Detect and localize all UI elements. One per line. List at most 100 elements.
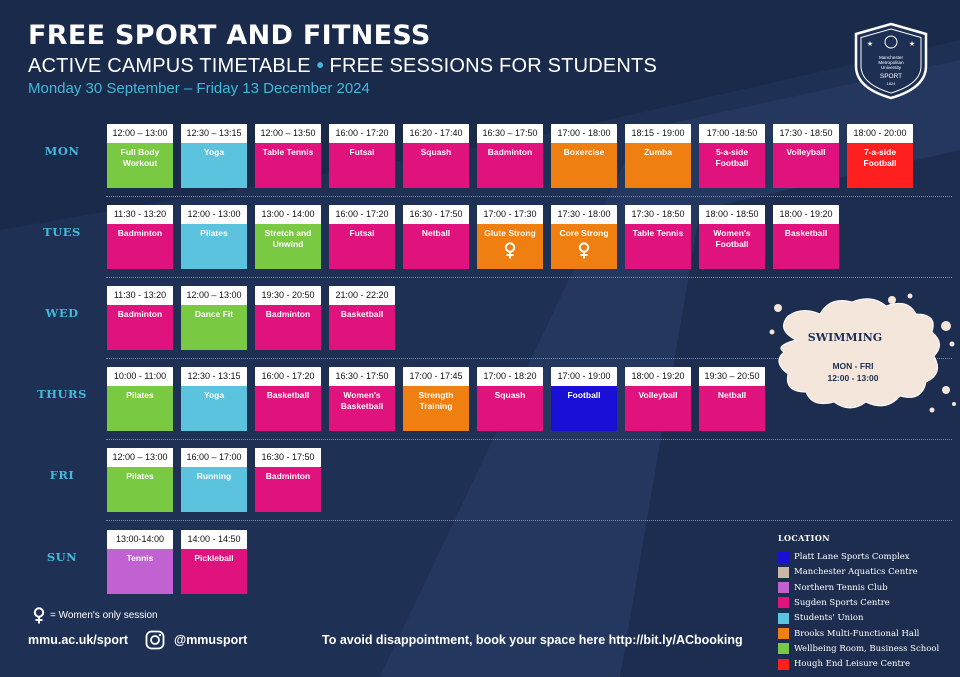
session-card[interactable]: 13:00 - 14:00 Stretch and Unwind (255, 205, 321, 269)
session-body: Women's Basketball (329, 386, 395, 431)
session-card[interactable]: 12:30 – 13:15 Yoga (181, 124, 247, 188)
day-label: THURS (37, 387, 87, 401)
session-time: 16:30 – 17:50 (477, 124, 543, 143)
session-time: 16:30 - 17:50 (403, 205, 469, 224)
row-divider (106, 439, 952, 440)
instagram-icon[interactable] (145, 630, 165, 650)
session-body: Squash (403, 143, 469, 188)
session-card[interactable]: 17:00 - 19:00 Football (551, 367, 617, 431)
instagram-handle[interactable]: @mmusport (174, 633, 248, 647)
session-time: 14:00 - 14:50 (181, 530, 247, 549)
session-name: Glute Strong (484, 228, 536, 238)
legend-item: Students' Union (778, 612, 863, 624)
session-card[interactable]: 10:00 - 11:00 Pilates (107, 367, 173, 431)
session-time: 12:00 – 13:00 (181, 286, 247, 305)
mmu-sport-logo: ★ ★ Manchester Metropolitan University S… (854, 22, 928, 100)
session-card[interactable]: 18:00 - 18:50 Women's Football (699, 205, 765, 269)
session-body: Boxercise (551, 143, 617, 188)
session-card[interactable]: 17:30 - 18:50 Table Tennis (625, 205, 691, 269)
session-body: Squash (477, 386, 543, 431)
session-card[interactable]: 12:00 - 13:00 Pilates (181, 205, 247, 269)
session-time: 18:15 - 19:00 (625, 124, 691, 143)
session-card[interactable]: 14:00 - 14:50 Pickleball (181, 530, 247, 594)
session-body: Futsal (329, 224, 395, 269)
session-card[interactable]: 16:00 - 17:20 Futsal (329, 124, 395, 188)
session-body: Yoga (181, 386, 247, 431)
session-card[interactable]: 12:00 – 13:00 Dance Fit (181, 286, 247, 350)
session-name: Volleyball (786, 147, 826, 157)
session-card[interactable]: 18:00 - 19:20 Volleyball (625, 367, 691, 431)
session-card[interactable]: 16:30 - 17:50 Badminton (255, 448, 321, 512)
session-card[interactable]: 18:00 - 20:00 7-a-side Football (847, 124, 913, 188)
session-body: Football (551, 386, 617, 431)
legend-swatch (778, 612, 789, 624)
day-label: SUN (46, 550, 78, 564)
session-card[interactable]: 16:00 - 17:20 Futsal (329, 205, 395, 269)
session-name: Women's Football (713, 228, 751, 249)
session-time: 17:00 - 18:00 (551, 124, 617, 143)
session-time: 16:30 - 17:50 (329, 367, 395, 386)
session-name: Table Tennis (262, 147, 314, 157)
session-card[interactable]: 16:00 - 17:20 Basketball (255, 367, 321, 431)
session-name: Yoga (203, 147, 225, 157)
website-link[interactable]: mmu.ac.uk/sport (28, 633, 129, 647)
session-card[interactable]: 19:30 - 20:50 Badminton (255, 286, 321, 350)
session-name: Tennis (126, 553, 154, 563)
session-card[interactable]: 12:30 - 13:15 Yoga (181, 367, 247, 431)
session-body: Badminton (107, 224, 173, 269)
session-card[interactable]: 16:00 – 17:00 Running (181, 448, 247, 512)
session-card[interactable]: 12:00 – 13:50 Table Tennis (255, 124, 321, 188)
session-body: Pilates (181, 224, 247, 269)
session-card[interactable]: 19:30 – 20:50 Netball (699, 367, 765, 431)
session-card[interactable]: 12:00 – 13:00 Full Body Workout (107, 124, 173, 188)
session-card[interactable]: 16:20 - 17:40 Squash (403, 124, 469, 188)
session-card[interactable]: 17:30 - 18:50 Volleyball (773, 124, 839, 188)
session-time: 19:30 - 20:50 (255, 286, 321, 305)
session-body: Pilates (107, 386, 173, 431)
session-name: Football (567, 390, 601, 400)
session-card[interactable]: 12:00 – 13:00 Pilates (107, 448, 173, 512)
swimming-days: MON - FRI (832, 361, 874, 371)
legend-label: Northern Tennis Club (794, 582, 888, 593)
session-card[interactable]: 17:00 - 18:20 Squash (477, 367, 543, 431)
session-card[interactable]: 17:00 - 18:00 Boxercise (551, 124, 617, 188)
session-body: Running (181, 467, 247, 512)
page-title: FREE SPORT AND FITNESS (28, 20, 431, 51)
session-card[interactable]: 17:00 -18:50 5-a-side Football (699, 124, 765, 188)
svg-text:University: University (881, 65, 902, 70)
day-label: FRI (49, 468, 75, 482)
session-body: Netball (699, 386, 765, 431)
booking-link[interactable]: To avoid disappointment, book your space… (322, 633, 743, 647)
session-card[interactable]: 16:30 – 17:50 Badminton (477, 124, 543, 188)
session-name: Dance Fit (194, 309, 234, 319)
session-body: Glute Strong (477, 224, 543, 269)
session-card[interactable]: 17:00 - 17:30 Glute Strong (477, 205, 543, 269)
session-card[interactable]: 18:15 - 19:00 Zumba (625, 124, 691, 188)
session-time: 17:30 - 18:50 (773, 124, 839, 143)
svg-text:★: ★ (867, 40, 873, 48)
legend-title: LOCATION (778, 533, 830, 543)
session-time: 16:00 - 17:20 (329, 205, 395, 224)
session-card[interactable]: 13:00-14:00 Tennis (107, 530, 173, 594)
session-card[interactable]: 11:30 - 13:20 Badminton (107, 205, 173, 269)
session-card[interactable]: 11:30 - 13:20 Badminton (107, 286, 173, 350)
session-card[interactable]: 16:30 - 17:50 Women's Basketball (329, 367, 395, 431)
session-name: Core Strong (559, 228, 609, 238)
session-time: 18:00 - 20:00 (847, 124, 913, 143)
session-body: Core Strong (551, 224, 617, 269)
female-symbol-icon (578, 242, 590, 259)
session-card[interactable]: 17:00 - 17:45 Strength Training (403, 367, 469, 431)
session-card[interactable]: 21:00 - 22:20 Basketball (329, 286, 395, 350)
session-name: Badminton (265, 309, 311, 319)
row-divider (106, 358, 952, 359)
svg-text:1824: 1824 (887, 81, 897, 86)
session-body: 5-a-side Football (699, 143, 765, 188)
session-card[interactable]: 16:30 - 17:50 Netball (403, 205, 469, 269)
session-time: 11:30 - 13:20 (107, 205, 173, 224)
session-card[interactable]: 17:30 - 18:00 Core Strong (551, 205, 617, 269)
session-time: 21:00 - 22:20 (329, 286, 395, 305)
legend-label: Sugden Sports Centre (794, 597, 890, 608)
day-label: MON (44, 144, 80, 158)
session-card[interactable]: 18:00 - 19:20 Basketball (773, 205, 839, 269)
legend-swatch (778, 658, 789, 670)
